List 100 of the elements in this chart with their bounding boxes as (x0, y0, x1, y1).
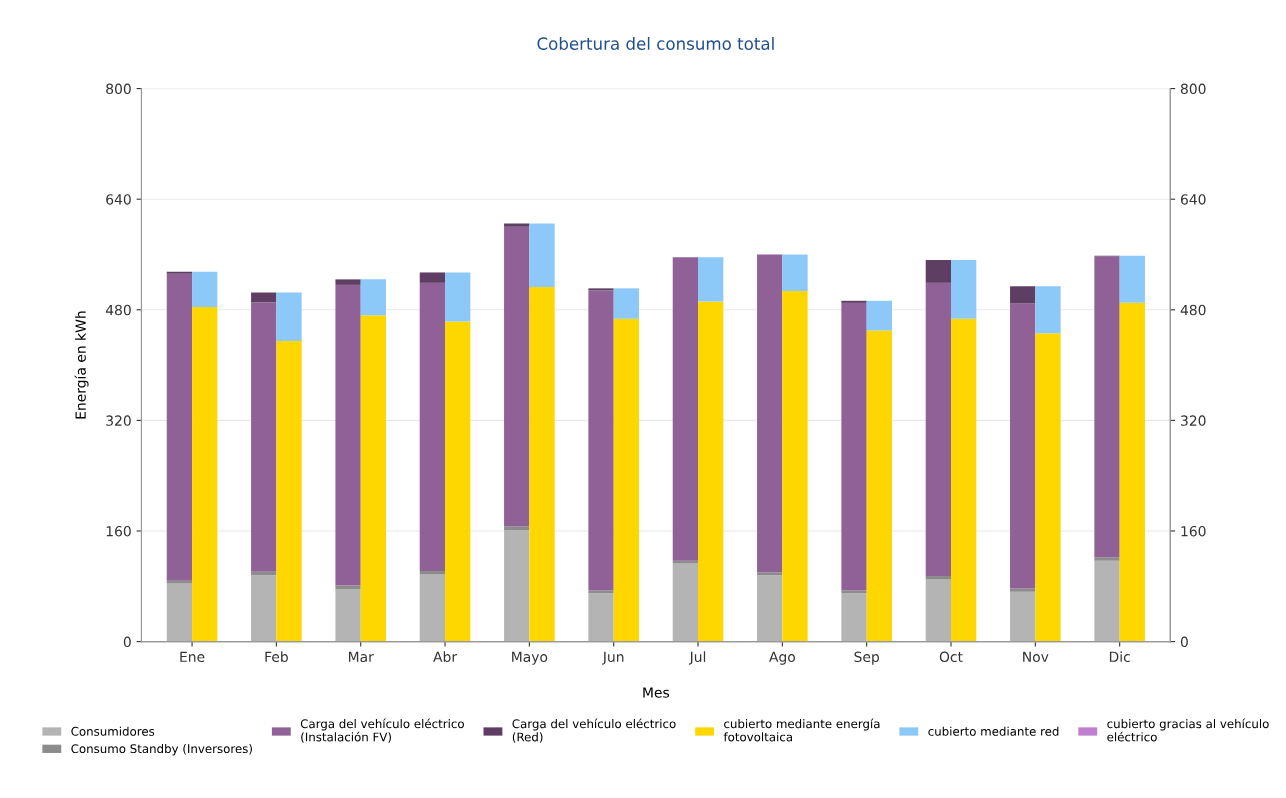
bar (866, 330, 892, 642)
x-tick-label: Abr (433, 651, 458, 663)
bar (613, 288, 639, 319)
y-tick-label: 320 (106, 415, 131, 426)
x-tick-label: Sep (854, 651, 880, 665)
x-tick-label: Mar (348, 651, 374, 663)
bar (841, 302, 867, 591)
legend-label: Consumo Standby (Inversores) (71, 743, 252, 756)
bar (166, 273, 193, 581)
bar (335, 279, 361, 285)
bar (251, 292, 277, 303)
legend-label: Consumidores (71, 726, 155, 736)
bar (1119, 255, 1145, 303)
bar (251, 575, 277, 642)
bar (698, 301, 724, 642)
bar (1035, 286, 1061, 334)
bar (1119, 302, 1145, 642)
bar (866, 300, 892, 331)
bar (445, 272, 471, 322)
bar (757, 572, 783, 576)
bar (925, 260, 952, 283)
x-tick-label: Feb (265, 651, 288, 663)
y-tick-label: 0 (123, 636, 131, 648)
bar (757, 575, 783, 642)
legend-label: cubierto mediante red (928, 726, 1059, 736)
chart-title: Cobertura del consumo total (537, 37, 774, 50)
y2-tick-label: 160 (1181, 525, 1206, 537)
bar (192, 271, 218, 308)
bar (782, 254, 808, 292)
x-tick-label: Oct (939, 651, 963, 663)
bar (529, 223, 555, 287)
bar (419, 282, 446, 572)
y2-tick-label: 800 (1180, 83, 1206, 95)
bar (166, 271, 193, 274)
bar (1094, 560, 1120, 642)
legend-label: cubierto gracias al vehículo eléctrico (1107, 718, 1269, 742)
x-tick-label: Mayo (512, 651, 548, 665)
bar (1094, 256, 1120, 558)
bar (419, 574, 446, 642)
y2-tick-label: 640 (1180, 194, 1206, 205)
bar (1010, 591, 1036, 642)
bar (504, 530, 530, 642)
legend-label: Carga del vehículo eléctrico (Instalación FV) (300, 718, 464, 743)
bar (166, 583, 193, 642)
bar (360, 315, 387, 642)
x-axis-title: Mes (643, 687, 670, 698)
bar (251, 302, 277, 572)
bar (1035, 333, 1061, 642)
bar (504, 526, 530, 531)
bar (841, 590, 867, 594)
x-tick-label: Jun (602, 651, 624, 665)
bar (1010, 286, 1036, 304)
x-tick-label: Dic (1109, 651, 1130, 663)
x-tick-label: Ago (769, 651, 795, 665)
y2-tick-label: 320 (1181, 415, 1206, 426)
bar (529, 286, 555, 642)
bar (588, 288, 614, 291)
bar (588, 290, 614, 591)
bar (841, 300, 867, 303)
legend-label: cubierto mediante energía fotovoltaica (723, 718, 880, 742)
y-tick-label: 480 (105, 304, 131, 316)
bar (419, 272, 446, 283)
bar (613, 318, 639, 642)
bar (925, 579, 952, 642)
bar (698, 257, 724, 302)
bar (1010, 303, 1036, 589)
bar (192, 307, 218, 642)
y2-tick-label: 0 (1180, 636, 1188, 648)
bar (588, 593, 614, 642)
bar (419, 571, 446, 575)
bar (1094, 557, 1120, 561)
bar (951, 318, 977, 642)
x-tick-label: Ene (180, 651, 205, 663)
bar (1010, 588, 1036, 592)
bar (166, 580, 193, 584)
bar (782, 291, 808, 642)
bar (276, 340, 302, 642)
bar (360, 279, 387, 316)
bar (276, 292, 302, 341)
y-axis-title: Energía en kWh (74, 311, 89, 419)
y-tick-label: 800 (106, 83, 131, 95)
bar (951, 260, 977, 319)
bar (672, 563, 699, 642)
legend-label: Carga del vehículo eléctrico (Red) (512, 718, 676, 743)
x-tick-label: Nov (1023, 651, 1049, 663)
bar (757, 254, 783, 573)
bar (504, 226, 530, 527)
bar (504, 223, 530, 227)
y2-tick-label: 480 (1180, 304, 1206, 316)
bar (588, 590, 614, 594)
bar (335, 589, 361, 642)
bar (335, 284, 361, 586)
x-tick-label: Jul (688, 651, 706, 665)
y-tick-label: 640 (106, 194, 131, 205)
bar (841, 593, 867, 642)
bar (925, 282, 952, 576)
bar (672, 257, 699, 561)
y-tick-label: 160 (106, 525, 131, 537)
bar (445, 321, 471, 642)
bar (335, 585, 361, 590)
